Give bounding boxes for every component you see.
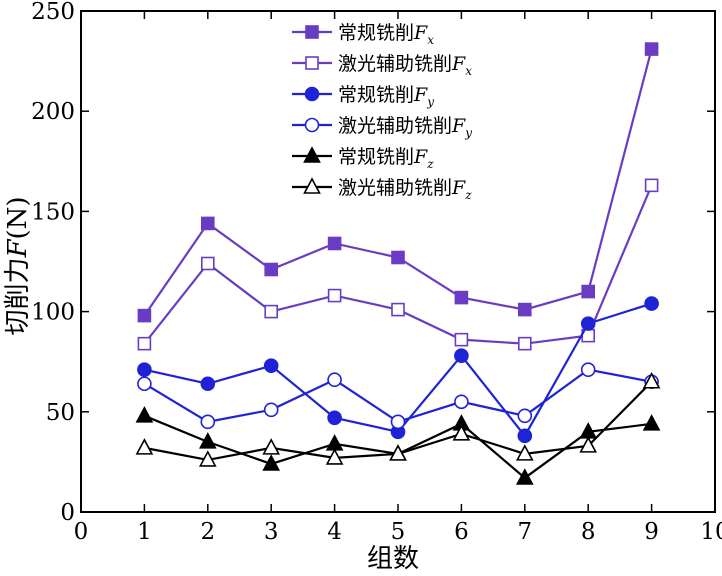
y-axis-label-var: F	[3, 239, 33, 259]
data-point	[137, 336, 152, 351]
legend-item: 激光辅助铣削Fy	[292, 115, 472, 140]
legend-label: 常规铣削Fx	[338, 22, 434, 47]
y-tick-label: 50	[46, 400, 75, 426]
y-tick-label: 200	[31, 99, 75, 125]
legend-item: 激光辅助铣削Fz	[292, 177, 472, 202]
data-point	[580, 362, 596, 378]
data-point	[389, 444, 407, 461]
legend-item: 常规铣削Fz	[292, 146, 434, 171]
x-tick-label: 8	[581, 519, 596, 545]
data-point	[644, 42, 659, 56]
x-tick-label: 10	[700, 519, 722, 545]
x-tick-label: 0	[74, 519, 89, 545]
series-1	[137, 42, 659, 323]
legend-label: 常规铣削Fy	[338, 84, 434, 109]
series-3	[137, 296, 659, 444]
legend-swatch-marker	[304, 117, 320, 133]
data-point	[200, 376, 216, 392]
series-layer	[135, 42, 661, 485]
data-point	[642, 414, 661, 431]
legend-swatch-marker	[305, 56, 319, 70]
data-point	[135, 406, 154, 423]
series-2	[137, 178, 659, 351]
y-axis-label-unit: (N)	[3, 196, 33, 239]
data-point	[201, 256, 215, 271]
data-point	[517, 408, 533, 424]
axis-ticks: 012345678910050100150200250	[31, 0, 722, 545]
series-4	[137, 362, 659, 430]
data-point	[264, 304, 279, 319]
legend-swatch-marker	[303, 177, 321, 194]
x-tick-label: 5	[391, 519, 406, 545]
data-point	[517, 336, 532, 351]
data-point	[644, 296, 659, 311]
data-point	[580, 316, 596, 331]
x-tick-label: 6	[454, 519, 469, 545]
x-tick-label: 7	[517, 519, 532, 545]
data-point	[644, 178, 659, 193]
legend-label: 常规铣削Fz	[338, 146, 434, 171]
legend-label: 激光辅助铣削Fx	[338, 53, 472, 78]
data-point	[515, 444, 534, 461]
y-axis-label-text: 切削力	[3, 258, 33, 336]
x-tick-label: 2	[200, 519, 215, 545]
data-point	[454, 332, 469, 347]
legend-item: 常规铣削Fx	[292, 22, 434, 47]
data-point	[201, 216, 215, 231]
data-point	[327, 410, 342, 426]
data-point	[327, 288, 342, 303]
x-tick-label: 4	[327, 519, 342, 545]
data-point	[452, 424, 471, 441]
data-point	[454, 348, 469, 363]
data-point	[325, 448, 344, 465]
legend-item: 常规铣削Fy	[292, 84, 434, 109]
series-line	[143, 184, 653, 345]
series-line	[143, 368, 652, 424]
data-point	[263, 402, 279, 418]
data-point	[517, 302, 532, 317]
data-point	[198, 450, 217, 467]
data-point	[642, 372, 661, 389]
data-point	[262, 438, 281, 455]
data-point	[200, 414, 216, 430]
x-tick-label: 9	[644, 519, 659, 545]
data-point	[454, 290, 469, 305]
x-axis-label: 组数	[367, 544, 419, 574]
legend-item: 激光辅助铣削Fx	[292, 53, 472, 78]
data-point	[327, 372, 342, 388]
data-point	[198, 432, 217, 449]
y-tick-label: 100	[31, 300, 75, 326]
data-point	[391, 250, 405, 265]
data-point	[390, 414, 406, 430]
legend-swatch-marker	[303, 146, 321, 163]
legend: 常规铣削Fx 激光辅助铣削Fx 常规铣削Fy 激光辅助铣削Fy 常规铣削Fz 激光辅助铣削…	[292, 22, 472, 202]
data-point	[515, 468, 534, 485]
data-point	[264, 262, 279, 277]
data-point	[581, 284, 596, 299]
data-point	[454, 394, 469, 410]
y-tick-label: 250	[31, 0, 75, 25]
data-point	[137, 376, 152, 392]
legend-swatch-marker	[305, 25, 319, 39]
data-point	[325, 434, 344, 451]
data-point	[263, 358, 279, 374]
y-tick-label: 150	[31, 199, 75, 225]
data-point	[517, 428, 533, 444]
y-tick-label: 0	[60, 500, 75, 526]
data-point	[391, 302, 405, 317]
data-point	[579, 436, 598, 453]
data-point	[137, 362, 152, 378]
x-tick-label: 3	[264, 519, 279, 545]
data-point	[137, 308, 152, 323]
legend-label: 激光辅助铣削Fz	[338, 177, 472, 202]
legend-label: 激光辅助铣削Fy	[338, 115, 472, 140]
x-tick-label: 1	[137, 519, 152, 545]
data-point	[262, 454, 281, 471]
data-point	[327, 236, 342, 251]
series-6	[135, 372, 661, 467]
data-point	[135, 438, 154, 455]
y-axis-label: 切削力F(N)	[3, 196, 33, 335]
legend-swatch-marker	[304, 86, 320, 102]
